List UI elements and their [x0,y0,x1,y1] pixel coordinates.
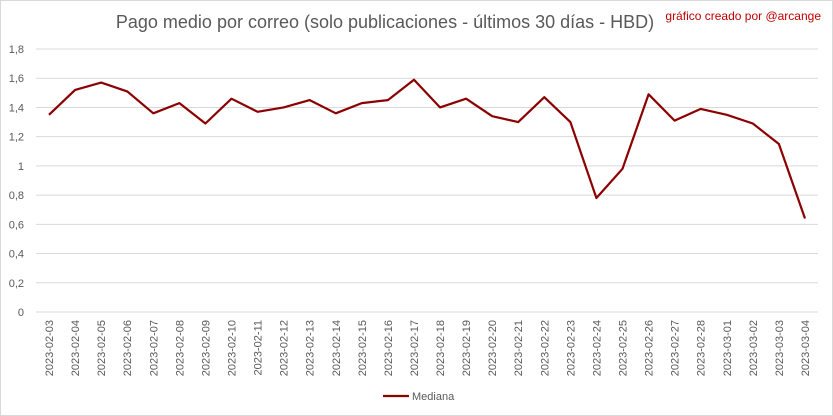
x-tick-label: 2023-03-04 [800,320,812,376]
chart-credit: gráfico creado por @arcange [665,9,821,23]
x-tick-label: 2023-02-11 [253,320,265,375]
legend: Mediana [383,391,455,403]
y-tick-label: 1,2 [9,132,24,144]
x-tick-label: 2023-02-06 [122,320,134,376]
x-tick-label: 2023-02-22 [539,320,551,376]
x-tick-label: 2023-02-20 [487,320,499,376]
y-tick-label: 0,6 [9,219,24,231]
x-tick-label: 2023-02-23 [565,320,577,376]
x-tick-label: 2023-02-12 [279,320,291,376]
y-tick-label: 0,8 [9,190,24,202]
y-tick-label: 1,8 [9,44,24,56]
x-tick-label: 2023-02-26 [644,320,656,376]
x-tick-label: 2023-02-10 [227,320,239,376]
x-tick-label: 2023-02-17 [409,320,421,376]
x-tick-label: 2023-02-18 [435,320,447,376]
x-tick-label: 2023-02-28 [696,320,708,376]
y-tick-label: 1 [18,161,24,173]
x-tick-label: 2023-02-08 [174,320,186,376]
x-tick-label: 2023-02-13 [305,320,317,376]
x-tick-label: 2023-03-01 [722,320,734,376]
x-tick-label: 2023-02-09 [200,320,212,376]
x-tick-label: 2023-02-16 [383,320,395,376]
chart-title: Pago medio por correo (solo publicacione… [115,12,655,32]
x-tick-label: 2023-02-07 [148,320,160,376]
x-tick-label: 2023-02-19 [461,320,473,376]
x-tick-label: 2023-02-24 [591,320,603,376]
series-layer [48,78,807,219]
y-tick-label: 1,4 [9,102,24,114]
series-line-mediana [48,78,807,219]
legend-label: Mediana [412,391,455,403]
y-axis-ticks: 0 0,2 0,4 0,6 0,8 1 1,2 1,4 1,6 1,8 [9,44,24,319]
x-tick-label: 2023-02-21 [513,320,525,376]
x-axis-ticks: 2023-02-03 2023-02-04 2023-02-05 2023-02-06… [44,320,812,376]
y-tick-label: 1,6 [9,73,24,85]
x-tick-label: 2023-02-05 [96,320,108,376]
x-tick-label: 2023-02-14 [331,320,343,376]
x-tick-label: 2023-02-15 [357,320,369,376]
x-tick-label: 2023-03-03 [774,320,786,376]
x-tick-label: 2023-03-02 [748,320,760,376]
x-tick-label: 2023-02-27 [670,320,682,376]
y-tick-label: 0 [18,307,24,319]
x-tick-label: 2023-02-03 [44,320,56,376]
x-tick-label: 2023-02-25 [618,320,630,376]
grid-lines [36,48,818,313]
y-tick-label: 0,2 [9,278,24,290]
x-tick-label: 2023-02-04 [70,320,82,376]
y-tick-label: 0,4 [9,249,24,261]
